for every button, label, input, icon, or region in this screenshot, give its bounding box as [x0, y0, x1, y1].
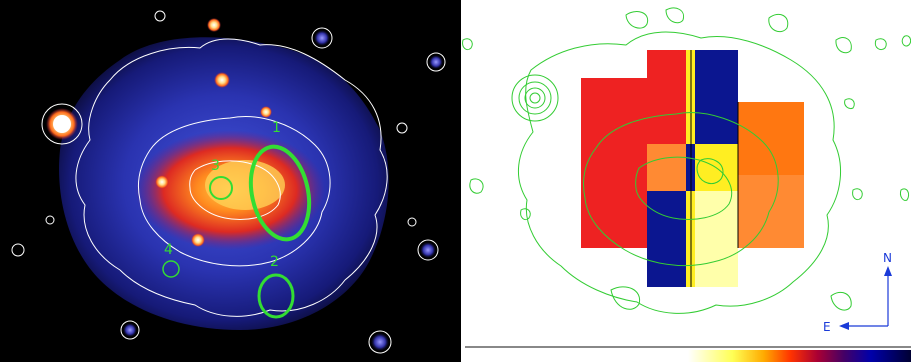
colorbar — [465, 350, 911, 362]
contour-blob — [844, 98, 855, 109]
source-contour — [120, 320, 140, 340]
inner-contour — [635, 156, 733, 220]
region-1-ellipse — [248, 144, 312, 242]
point-source-faint — [429, 55, 443, 69]
source-contour — [154, 10, 166, 22]
cell-upper-red — [647, 50, 686, 144]
region-labels: 1 2 3 4 — [164, 120, 281, 270]
region-label-2: 2 — [270, 254, 279, 270]
east-arrowhead — [839, 322, 849, 330]
north-arrowhead — [884, 266, 892, 276]
intensity-contours — [11, 10, 446, 354]
contour-blob — [665, 7, 685, 24]
outer-contour — [75, 38, 388, 317]
contour-blob — [901, 35, 911, 47]
mid-contour — [582, 112, 779, 267]
outer-contour — [517, 31, 842, 314]
point-source — [207, 18, 221, 32]
region-2-ellipse — [257, 273, 295, 319]
core-contour — [696, 158, 724, 185]
point-source-faint — [420, 242, 436, 258]
extraction-regions — [162, 144, 312, 319]
region-label-3: 3 — [211, 158, 220, 174]
contour-blob — [610, 286, 641, 310]
contour-blob — [462, 38, 473, 51]
xray-contours — [462, 7, 911, 314]
cell-mid-orange — [647, 144, 686, 191]
bright-point-source-core — [53, 115, 71, 133]
source-contour — [407, 217, 417, 227]
xray-image-panel: 1 2 3 4 — [0, 0, 461, 362]
point-source-contours — [511, 74, 559, 122]
cell-left-red — [581, 78, 648, 248]
contour-blob — [520, 208, 531, 221]
xray-image: 1 2 3 4 — [0, 0, 461, 362]
region-3-ellipse — [209, 176, 233, 200]
point-source — [191, 233, 205, 247]
compass: N E — [823, 251, 892, 334]
east-label: E — [823, 320, 831, 334]
source-contour — [396, 122, 408, 134]
colorbar-rule — [465, 346, 911, 348]
north-label: N — [883, 251, 892, 265]
temperature-map-panel: N E — [461, 0, 911, 362]
source-contour — [45, 215, 55, 225]
contour-blob — [830, 291, 852, 311]
point-source-faint — [371, 333, 389, 351]
source-contour — [417, 239, 439, 261]
contour-blob — [469, 178, 484, 194]
point-source — [260, 106, 272, 118]
cell-lower-navy — [647, 191, 686, 287]
source-contour — [426, 52, 446, 72]
mid-contour — [137, 116, 331, 267]
cell-upper-navy — [695, 50, 738, 144]
point-source-faint — [123, 323, 137, 337]
contour-blob — [625, 11, 649, 29]
source-contour — [11, 243, 25, 257]
contour-blob — [874, 38, 887, 51]
contour-blob — [900, 188, 910, 201]
source-contour — [311, 27, 333, 49]
contour-blob — [852, 188, 863, 201]
contour-blob — [768, 13, 789, 33]
point-source-faint — [314, 30, 330, 46]
point-source — [214, 72, 230, 88]
region-label-4: 4 — [164, 242, 173, 258]
cell-right-orange — [738, 102, 804, 175]
point-source — [155, 175, 169, 189]
temperature-map: N E — [461, 0, 911, 362]
region-label-1: 1 — [272, 120, 281, 136]
region-4-ellipse — [162, 260, 180, 278]
contour-blob — [835, 37, 852, 54]
source-contour — [41, 103, 83, 145]
cell-right-orange-light — [738, 175, 804, 248]
cell-lower-pale — [695, 191, 738, 287]
source-contour — [368, 330, 392, 354]
